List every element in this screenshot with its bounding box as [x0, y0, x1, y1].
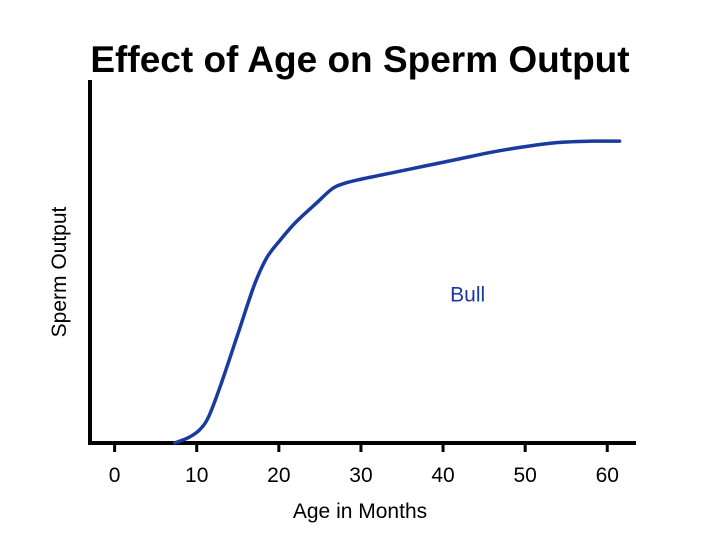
chart-title: Effect of Age on Sperm Output	[90, 39, 629, 80]
x-tick-label: 50	[513, 464, 536, 487]
y-axis-label: Sperm Output	[48, 206, 71, 337]
x-tick-label: 20	[267, 464, 290, 487]
x-axis-label: Age in Months	[293, 500, 427, 523]
series-line-bull	[172, 139, 622, 445]
x-axis-ticks: 0 10 20 30 40 50 60	[109, 443, 619, 487]
x-tick-label: 10	[185, 464, 208, 487]
x-tick-label: 60	[596, 464, 619, 487]
x-tick-label: 30	[349, 464, 372, 487]
x-tick-label: 0	[109, 464, 121, 487]
x-tick-label: 40	[431, 464, 454, 487]
series-label-bull: Bull	[450, 284, 485, 307]
